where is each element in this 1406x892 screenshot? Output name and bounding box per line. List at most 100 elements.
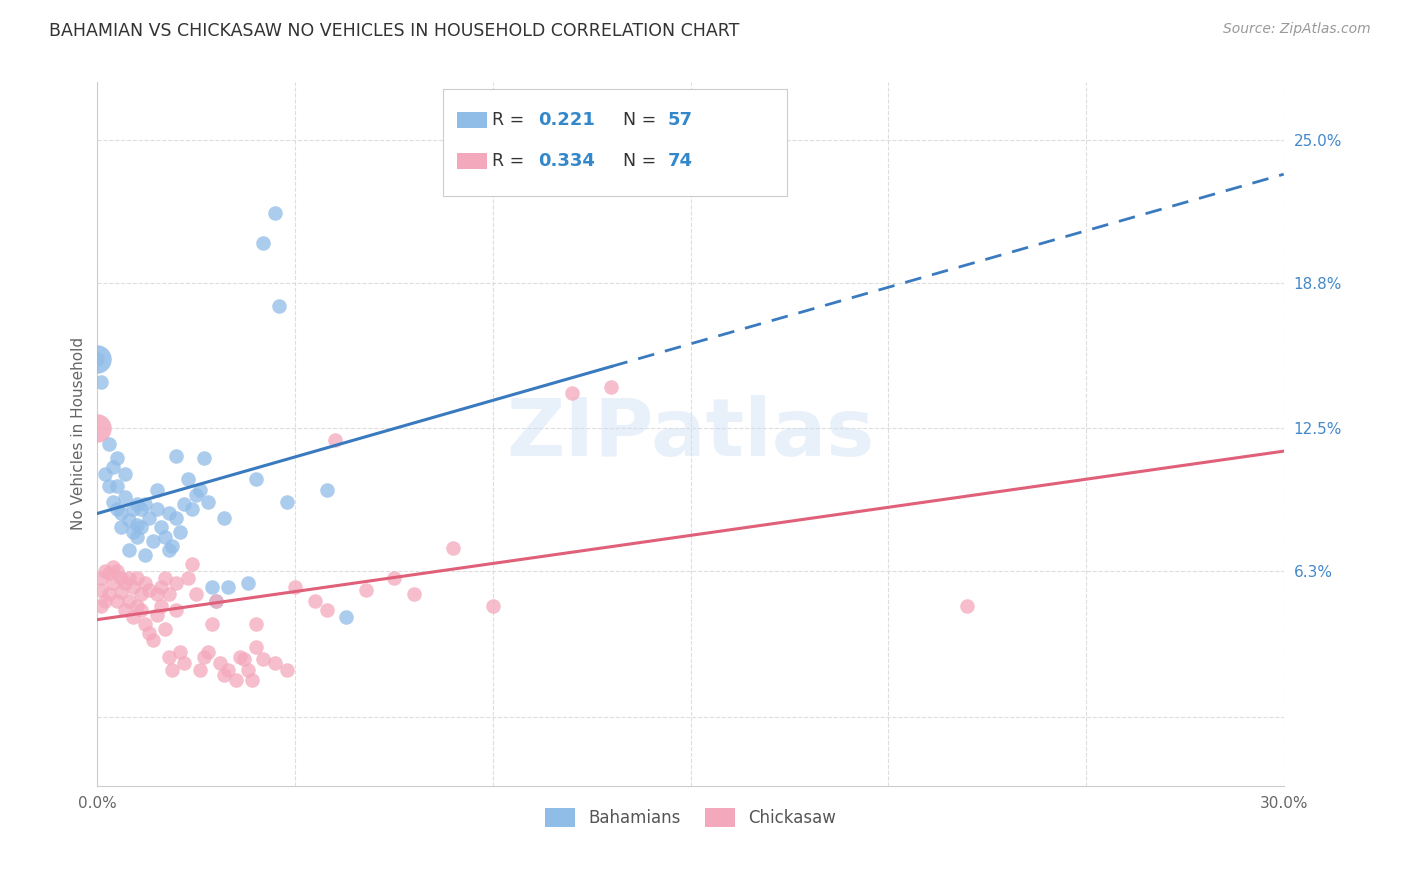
Point [138, 582, 160, 597]
Point [193, 451, 215, 466]
Point [335, 610, 357, 624]
Point [956, 599, 979, 613]
Point [98, 587, 121, 601]
Point [114, 603, 136, 617]
Point [188, 483, 211, 498]
Point [232, 652, 254, 666]
Point [157, 587, 180, 601]
Text: BAHAMIAN VS CHICKASAW NO VEHICLES IN HOUSEHOLD CORRELATION CHART: BAHAMIAN VS CHICKASAW NO VEHICLES IN HOU… [49, 22, 740, 40]
Point [105, 564, 128, 578]
Point [94, 564, 117, 578]
Point [94, 467, 117, 482]
Point [228, 649, 250, 664]
Point [236, 664, 259, 678]
Point [145, 483, 167, 498]
Point [245, 472, 267, 486]
Point [105, 451, 128, 466]
Point [153, 571, 176, 585]
Point [186, 587, 208, 601]
Point [236, 575, 259, 590]
Point [86, 351, 108, 366]
Point [208, 657, 231, 671]
Point [181, 501, 204, 516]
Point [245, 617, 267, 632]
Point [481, 599, 503, 613]
Point [129, 603, 152, 617]
Point [125, 530, 148, 544]
Point [118, 543, 141, 558]
Point [138, 626, 160, 640]
Point [110, 507, 132, 521]
Point [315, 483, 337, 498]
Point [193, 649, 215, 664]
Point [165, 449, 187, 463]
Point [145, 607, 167, 622]
Point [173, 497, 195, 511]
Point [129, 587, 152, 601]
Legend: Bahamians, Chickasaw: Bahamians, Chickasaw [538, 801, 844, 834]
Point [165, 603, 187, 617]
Point [201, 617, 224, 632]
Point [165, 575, 187, 590]
Point [402, 587, 425, 601]
Point [304, 594, 326, 608]
Point [157, 543, 180, 558]
Point [153, 622, 176, 636]
Point [225, 673, 247, 687]
Point [129, 501, 152, 516]
Point [138, 511, 160, 525]
Text: N =: N = [612, 152, 661, 169]
Point [169, 524, 191, 539]
Text: R =: R = [492, 152, 530, 169]
Point [134, 548, 156, 562]
Point [212, 668, 235, 682]
Point [561, 386, 583, 401]
Text: 0.221: 0.221 [538, 112, 595, 129]
Point [181, 558, 204, 572]
Point [118, 571, 141, 585]
Point [110, 520, 132, 534]
Text: Source: ZipAtlas.com: Source: ZipAtlas.com [1223, 22, 1371, 37]
Point [101, 559, 124, 574]
Point [114, 491, 136, 505]
Point [153, 530, 176, 544]
Text: ZIPatlas: ZIPatlas [506, 395, 875, 473]
Point [264, 657, 287, 671]
Point [90, 599, 112, 613]
Point [149, 599, 172, 613]
Point [252, 652, 274, 666]
Point [86, 351, 108, 366]
Point [269, 299, 291, 313]
Point [90, 571, 112, 585]
Point [118, 594, 141, 608]
Point [134, 575, 156, 590]
Point [114, 467, 136, 482]
Point [177, 571, 200, 585]
Point [162, 664, 184, 678]
Point [90, 582, 112, 597]
Point [188, 664, 211, 678]
Point [382, 571, 405, 585]
Point [142, 633, 165, 648]
Point [177, 472, 200, 486]
Point [145, 587, 167, 601]
Point [245, 640, 267, 655]
Point [98, 437, 121, 451]
Point [122, 580, 145, 594]
Text: 74: 74 [668, 152, 693, 169]
Y-axis label: No Vehicles in Household: No Vehicles in Household [72, 337, 86, 531]
Text: 57: 57 [668, 112, 693, 129]
Point [323, 433, 346, 447]
Point [110, 571, 132, 585]
Point [217, 580, 239, 594]
Point [276, 664, 298, 678]
Point [284, 580, 307, 594]
Point [114, 575, 136, 590]
Point [197, 495, 219, 509]
Point [122, 501, 145, 516]
Point [252, 236, 274, 251]
Point [101, 495, 124, 509]
Point [157, 507, 180, 521]
Point [149, 520, 172, 534]
Text: 0.334: 0.334 [538, 152, 595, 169]
